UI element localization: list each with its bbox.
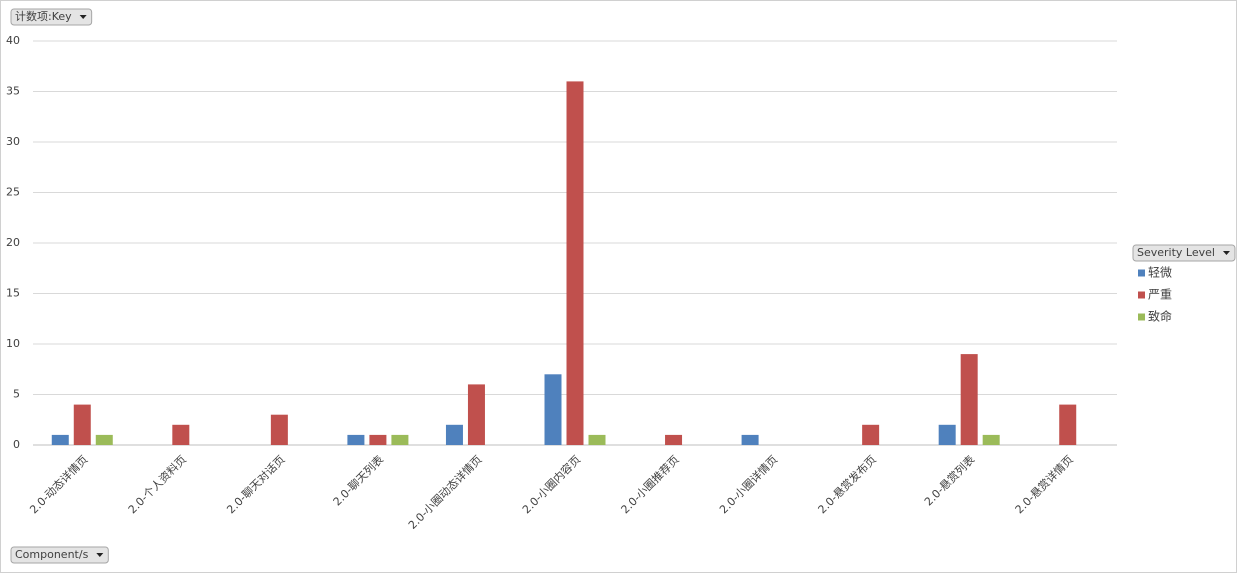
bar — [741, 434, 759, 445]
legend-swatch — [1138, 313, 1145, 321]
bar — [369, 434, 387, 445]
bar — [73, 404, 91, 445]
y-tick-label: 25 — [6, 186, 20, 199]
y-tick-label: 30 — [6, 135, 20, 148]
legend-swatch — [1138, 291, 1145, 299]
bar — [862, 424, 880, 445]
bar — [347, 434, 365, 445]
legend-label: 轻微 — [1148, 266, 1172, 280]
y-tick-label: 40 — [6, 34, 20, 47]
dropdown-arrow — [1222, 251, 1230, 255]
bar — [960, 354, 978, 445]
y-tick-label: 10 — [6, 337, 20, 350]
y-tick-label: 20 — [6, 236, 20, 249]
bar — [938, 424, 956, 445]
axis-field-button[interactable]: Component/s — [10, 546, 109, 564]
bar — [588, 434, 606, 445]
bar — [982, 434, 1000, 445]
bar — [467, 384, 485, 445]
bar — [544, 374, 562, 445]
bar — [1059, 404, 1077, 445]
bar — [665, 434, 683, 445]
y-tick-label: 15 — [6, 287, 20, 300]
legend-swatch — [1138, 269, 1145, 277]
bar — [566, 81, 584, 446]
bar — [51, 434, 69, 445]
button-body — [10, 546, 109, 564]
button-label: Severity Level — [1137, 246, 1215, 259]
y-tick-label: 0 — [13, 438, 20, 451]
value-field-button[interactable]: 计数项:Key — [10, 8, 93, 26]
dropdown-arrow — [96, 553, 104, 557]
legend-field-button[interactable]: Severity Level — [1132, 244, 1236, 262]
bar — [270, 414, 288, 445]
button-body — [10, 8, 93, 26]
y-tick-label: 35 — [6, 85, 20, 98]
bar — [95, 434, 113, 445]
dropdown-arrow — [79, 15, 87, 19]
button-body — [1132, 244, 1236, 262]
button-label: 计数项:Key — [15, 10, 72, 23]
bar — [391, 434, 409, 445]
button-label: Component/s — [15, 548, 89, 561]
y-tick-label: 5 — [13, 388, 20, 401]
legend-label: 致命 — [1148, 309, 1172, 324]
bar — [172, 424, 190, 445]
bar — [445, 424, 463, 445]
legend-label: 严重 — [1148, 288, 1172, 302]
